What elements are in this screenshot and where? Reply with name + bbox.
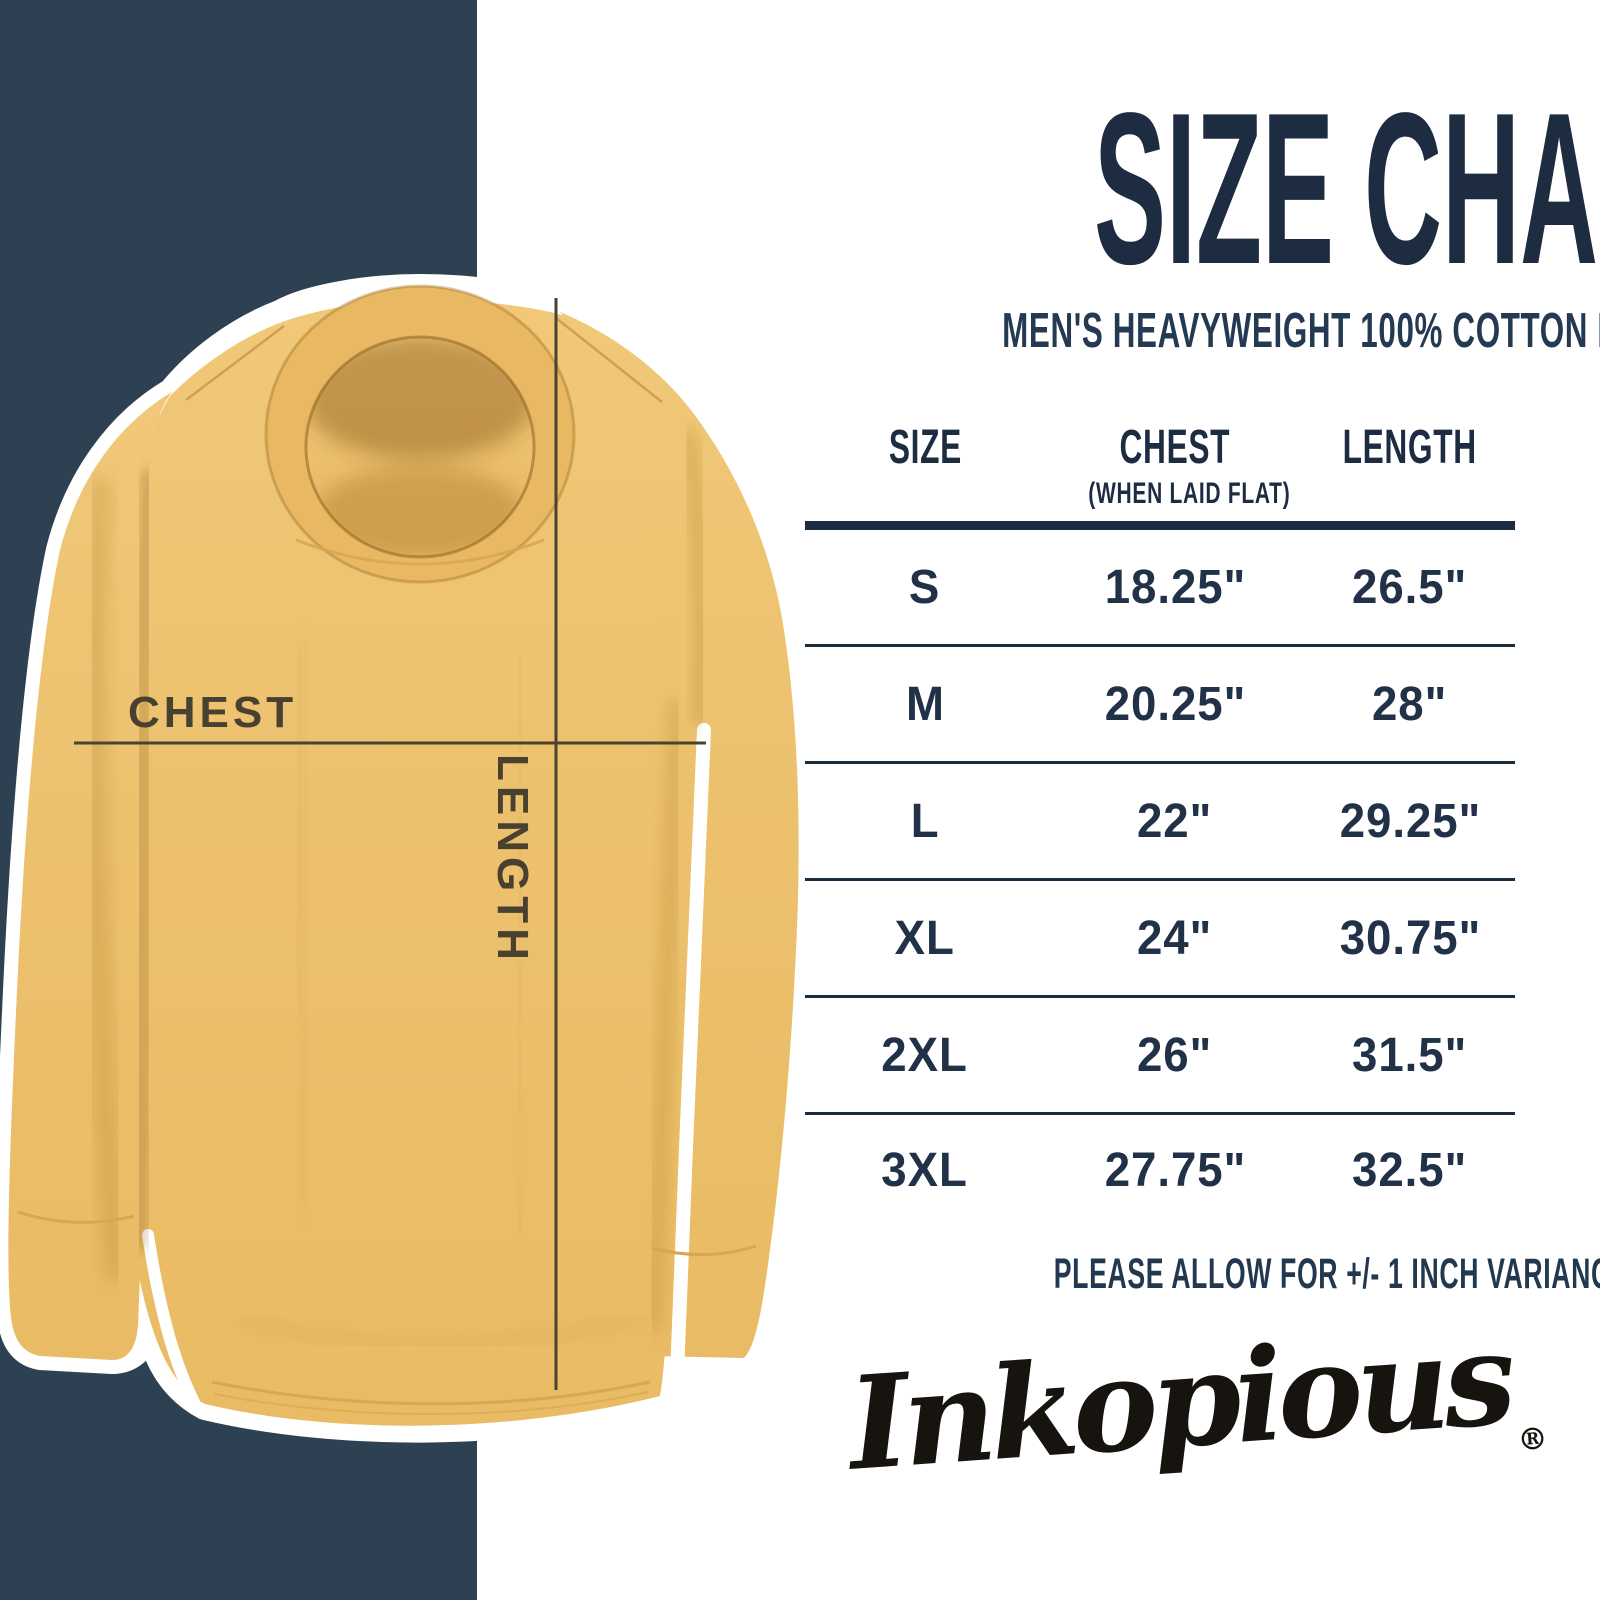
length-value: 32.5" — [1352, 1143, 1468, 1197]
column-header-size-text: SIZE — [888, 421, 962, 474]
neck-inner-top-shadow — [306, 337, 534, 460]
size-cell: XL — [805, 911, 1045, 966]
size-cell: S — [805, 560, 1045, 615]
left-shoulder-seam — [185, 325, 285, 401]
table-row: 3XL 27.75" 32.5" — [805, 1115, 1515, 1225]
chest-measure-label: CHEST — [128, 688, 297, 737]
table-row: 2XL 26" 31.5" — [805, 998, 1515, 1115]
chest-value: 24" — [1137, 911, 1213, 965]
chest-cell: 22" — [1045, 794, 1305, 849]
neck-inner-bottom-shadow — [316, 466, 524, 557]
hem-stitch-1 — [211, 1380, 651, 1406]
length-cell: 32.5" — [1305, 1143, 1515, 1198]
chest-value: 18.25" — [1104, 560, 1246, 614]
chest-value: 20.25" — [1104, 677, 1246, 731]
chest-value: 27.75" — [1104, 1143, 1246, 1197]
right-shoulder-seam — [555, 317, 663, 403]
column-header-length: LENGTH — [1305, 420, 1515, 475]
size-value: M — [905, 677, 945, 731]
size-cell: M — [805, 677, 1045, 732]
size-table-header: SIZE CHEST (WHEN LAID FLAT) LENGTH — [805, 420, 1515, 530]
left-cuff-seam — [17, 1210, 135, 1224]
column-header-chest-text: CHEST — [1119, 421, 1231, 474]
size-cell: 2XL — [805, 1028, 1045, 1083]
table-row: S 18.25" 26.5" — [805, 530, 1515, 647]
column-header-chest-subnote: (WHEN LAID FLAT) — [1088, 477, 1291, 510]
column-header-size: SIZE — [805, 420, 1045, 475]
size-value: L — [910, 794, 940, 848]
chest-value: 26" — [1137, 1028, 1213, 1082]
product-subtitle-text: MEN'S HEAVYWEIGHT 100% COTTON LONG SLEEV… — [1002, 304, 1600, 358]
size-cell: 3XL — [805, 1143, 1045, 1198]
body-drape-fold-3 — [239, 1315, 641, 1347]
brand-logo: Inkopious® — [844, 1304, 1549, 1539]
length-measure-label: LENGTH — [488, 754, 537, 965]
collar-inner-rim — [304, 335, 536, 559]
variance-footnote-text: PLEASE ALLOW FOR +/- 1 INCH VARIANCE IN … — [1053, 1250, 1600, 1298]
size-value: 3XL — [881, 1143, 969, 1197]
size-value: S — [909, 560, 941, 614]
collar-stitch — [295, 538, 545, 566]
length-value: 26.5" — [1352, 560, 1468, 614]
size-value: XL — [894, 911, 956, 965]
armpit-shadow — [683, 429, 707, 725]
chest-cell: 26" — [1045, 1028, 1305, 1083]
page-title: SIZE CHART — [770, 80, 1600, 296]
table-row: L 22" 29.25" — [805, 764, 1515, 881]
left-sleeve-crease — [135, 469, 153, 1251]
product-subtitle: MEN'S HEAVYWEIGHT 100% COTTON LONG SLEEV… — [770, 303, 1600, 359]
body-drape-fold-2 — [515, 649, 525, 1241]
chest-cell: 27.75" — [1045, 1143, 1305, 1198]
right-cuff-seam — [651, 1244, 757, 1257]
shirt-body — [79, 300, 706, 1426]
body-drape-fold-1 — [294, 639, 312, 1211]
chest-cell: 18.25" — [1045, 560, 1305, 615]
length-cell: 28" — [1305, 677, 1515, 732]
length-value: 30.75" — [1339, 911, 1481, 965]
size-table: SIZE CHEST (WHEN LAID FLAT) LENGTH S 18.… — [805, 420, 1515, 1225]
registered-trademark-icon: ® — [1516, 1421, 1549, 1459]
column-header-length-text: LENGTH — [1342, 421, 1478, 474]
length-value: 29.25" — [1339, 794, 1481, 848]
page-title-text: SIZE CHART — [1094, 67, 1600, 309]
length-cell: 30.75" — [1305, 911, 1515, 966]
length-value: 28" — [1372, 677, 1448, 731]
length-cell: 31.5" — [1305, 1028, 1515, 1083]
sleeve-body-gap — [669, 723, 711, 1407]
length-cell: 29.25" — [1305, 794, 1515, 849]
column-header-chest: CHEST (WHEN LAID FLAT) — [1045, 420, 1305, 511]
chest-cell: 24" — [1045, 911, 1305, 966]
cuff-body-gap — [142, 1229, 202, 1412]
brand-logo-text: Inkopious — [844, 1303, 1515, 1500]
variance-footnote: PLEASE ALLOW FOR +/- 1 INCH VARIANCE IN … — [845, 1250, 1600, 1299]
size-cell: L — [805, 794, 1045, 849]
shirt-photo-diagram: CHEST LENGTH — [8, 284, 799, 1426]
chest-value: 22" — [1137, 794, 1213, 848]
size-value: 2XL — [881, 1028, 969, 1082]
length-cell: 26.5" — [1305, 560, 1515, 615]
length-value: 31.5" — [1352, 1028, 1468, 1082]
table-row: XL 24" 30.75" — [805, 881, 1515, 998]
shirt-right-sleeve — [560, 312, 799, 1358]
collar-outer-rim — [264, 284, 576, 584]
chest-cell: 20.25" — [1045, 677, 1305, 732]
hem-stitch-2 — [213, 1391, 649, 1416]
body-left-shadow — [87, 479, 123, 1281]
table-row: M 20.25" 28" — [805, 647, 1515, 764]
